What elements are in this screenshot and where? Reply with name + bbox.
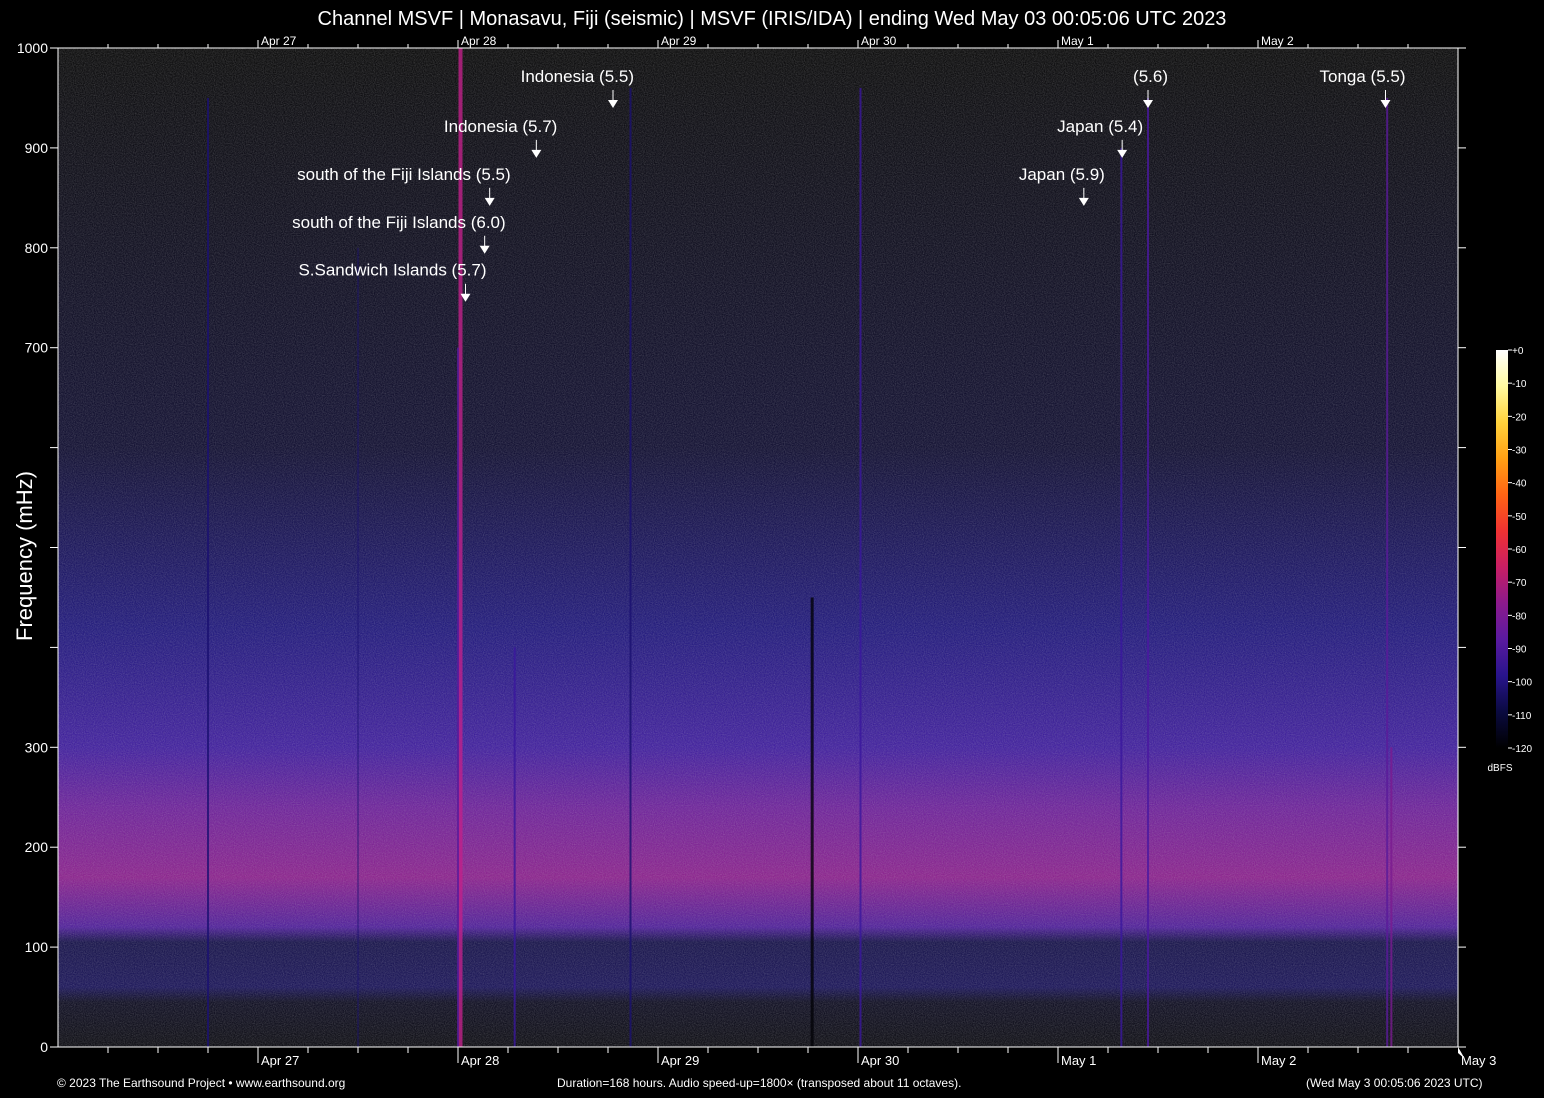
footer-timestamp: (Wed May 3 00:05:06 2023 UTC): [1306, 1076, 1483, 1090]
colorbar: +0 -10 -20 -30 -40 -50 -60 -70 -80 -90 -100 -110 -12…: [1487, 346, 1532, 774]
x-tick-label-top: Apr 29: [661, 34, 697, 48]
footer-duration: Duration=168 hours. Audio speed-up=1800×…: [557, 1076, 962, 1090]
y-axis-label: Frequency (mHz): [12, 471, 37, 641]
spectral-streak: [458, 48, 463, 1047]
event-label: Japan (5.4): [1057, 117, 1143, 136]
y-tick-label: 800: [25, 240, 49, 256]
colorbar-unit: dBFS: [1487, 763, 1512, 774]
event-arrow-icon: [608, 99, 618, 108]
event-label: south of the Fiji Islands (5.5): [297, 165, 511, 184]
event-arrow-icon: [1078, 197, 1089, 206]
spectrogram-noise: [58, 48, 1458, 1047]
x-tick-label-top: Apr 28: [461, 34, 497, 48]
x-tick-label-top: May 1: [1061, 34, 1094, 48]
event-label: (5.6): [1133, 67, 1168, 86]
chart-title: Channel MSVF | Monasavu, Fiji (seismic) …: [317, 8, 1227, 30]
colorbar-tick-label: -80: [1512, 611, 1527, 622]
y-tick-label: 1000: [17, 40, 48, 56]
spectral-streak: [1120, 147, 1123, 1047]
y-tick-label: 200: [25, 839, 49, 855]
x-tick-label: Apr 27: [261, 1053, 299, 1068]
event-arrow-icon: [1117, 149, 1128, 158]
event-arrow-icon: [479, 245, 490, 254]
event-label: south of the Fiji Islands (6.0): [292, 213, 506, 232]
event-label: S.Sandwich Islands (5.7): [298, 261, 486, 280]
colorbar-tick-label: -10: [1512, 379, 1527, 390]
x-tick-label-top: Apr 30: [861, 34, 897, 48]
colorbar-tick-label: -70: [1512, 578, 1527, 589]
spectral-streak: [457, 347, 459, 1047]
x-tick-label: May 3: [1461, 1053, 1496, 1068]
y-tick-label: 700: [25, 340, 49, 356]
event-label: Indonesia (5.7): [444, 117, 557, 136]
y-tick-label: 0: [40, 1039, 48, 1055]
spectral-streak: [810, 597, 814, 1047]
x-tick-label-top: Apr 27: [261, 34, 297, 48]
colorbar-tick-label: -60: [1512, 545, 1527, 556]
colorbar-tick-label: +0: [1512, 346, 1524, 357]
spectral-streak: [629, 87, 632, 1047]
x-tick-label: May 2: [1261, 1053, 1296, 1068]
y-tick-label: 300: [25, 739, 49, 755]
event-arrow-icon: [460, 293, 471, 302]
event-annotations: Indonesia (5.5) Indonesia (5.7) south of t…: [292, 67, 1406, 302]
x-tick-label: May 1: [1061, 1053, 1096, 1068]
event-arrow-icon: [531, 149, 542, 158]
y-tick-label: 900: [25, 140, 49, 156]
spectral-streak: [1386, 97, 1389, 1047]
colorbar-tick-label: -30: [1512, 446, 1527, 457]
event-label: Japan (5.9): [1019, 165, 1105, 184]
x-tick-label-top: May 2: [1261, 34, 1294, 48]
colorbar-tick-label: -100: [1512, 678, 1532, 689]
spectral-streak: [207, 97, 209, 1047]
x-tick-label: Apr 29: [661, 1053, 699, 1068]
event-label: Tonga (5.5): [1320, 67, 1406, 86]
event-arrow-icon: [1143, 99, 1153, 108]
x-tick-label: Apr 28: [461, 1053, 499, 1068]
event-arrow-icon: [1380, 99, 1391, 108]
colorbar-tick-label: -40: [1512, 479, 1527, 490]
spectral-streak: [859, 87, 862, 1047]
event-arrow-icon: [484, 197, 495, 206]
spectral-streak: [1390, 747, 1393, 1047]
spectral-streak: [1147, 97, 1149, 1047]
axes: 0 100 200 300 700 800 900 1000 Apr 27 Apr 28 Apr 2…: [17, 34, 1497, 1068]
spectral-streak: [357, 247, 359, 1048]
colorbar-tick-label: -120: [1512, 744, 1532, 755]
colorbar-tick-label: -90: [1512, 645, 1527, 656]
plot-area: [58, 48, 1458, 1048]
end-marker-icon: [1458, 1047, 1465, 1059]
event-label: Indonesia (5.5): [521, 67, 634, 86]
y-tick-label: 100: [25, 939, 49, 955]
spectral-streak: [513, 647, 516, 1047]
colorbar-tick-label: -20: [1512, 412, 1527, 423]
footer-copyright: © 2023 The Earthsound Project • www.eart…: [57, 1076, 346, 1090]
x-tick-label: Apr 30: [861, 1053, 899, 1068]
colorbar-gradient: [1496, 350, 1508, 748]
colorbar-tick-label: -50: [1512, 512, 1527, 523]
colorbar-tick-label: -110: [1512, 711, 1532, 722]
